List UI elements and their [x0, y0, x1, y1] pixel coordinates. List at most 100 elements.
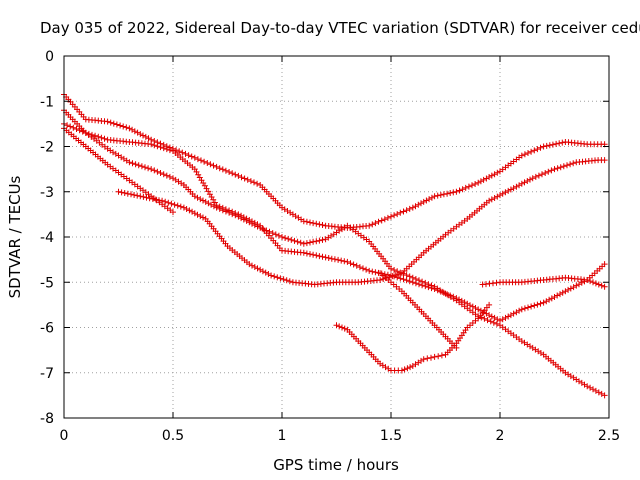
data-point [518, 152, 525, 159]
data-point [300, 249, 307, 256]
data-point [400, 208, 407, 215]
data-point [126, 159, 133, 166]
data-point [148, 166, 155, 173]
data-point [347, 260, 354, 267]
data-point [403, 272, 410, 279]
data-point [188, 153, 195, 160]
data-point [412, 203, 419, 210]
data-point [163, 146, 170, 153]
data-point [525, 304, 531, 311]
data-point [104, 118, 111, 125]
data-point [394, 211, 401, 218]
data-point [369, 221, 376, 228]
data-point [107, 119, 114, 126]
data-point [200, 197, 206, 204]
data-point [491, 314, 498, 321]
data-point [415, 201, 422, 208]
data-point [208, 201, 215, 208]
data-point [275, 232, 282, 239]
data-point [381, 216, 388, 223]
data-point [545, 168, 552, 175]
data-point [282, 235, 289, 241]
data-point [160, 145, 167, 152]
data-point [313, 220, 320, 227]
data-point [546, 296, 553, 303]
data-point [316, 237, 323, 244]
data-point [307, 251, 313, 258]
data-point [521, 179, 528, 186]
data-point [403, 207, 410, 214]
grid [64, 56, 609, 418]
data-point [475, 306, 482, 313]
data-point [518, 180, 525, 187]
data-point [543, 298, 550, 305]
data-point [271, 273, 278, 280]
data-point [110, 120, 117, 127]
data-point [180, 204, 187, 211]
data-point [259, 268, 266, 275]
data-point [403, 277, 410, 284]
data-point [450, 189, 457, 196]
data-point [565, 286, 572, 293]
data-point [163, 172, 170, 179]
data-point [313, 238, 320, 245]
data-point [435, 353, 442, 360]
data-point [121, 190, 128, 196]
data-point [490, 319, 497, 326]
data-point [143, 194, 150, 201]
data-point [375, 218, 382, 225]
data-point [472, 181, 479, 187]
data-point [333, 322, 340, 329]
data-point [573, 282, 580, 289]
data-point [420, 198, 427, 205]
data-point [197, 196, 204, 203]
data-point [467, 302, 473, 309]
data-point [369, 268, 376, 275]
data-point [244, 176, 251, 183]
data-point [434, 287, 441, 294]
data-point [472, 305, 479, 311]
data-point [554, 165, 561, 172]
data-point [419, 282, 426, 289]
data-point [64, 122, 71, 129]
data-point [483, 175, 490, 182]
y-tick-label: -8 [40, 411, 54, 427]
data-point [426, 196, 433, 203]
data-point [154, 143, 161, 150]
data-point [456, 296, 463, 303]
data-point [98, 134, 105, 141]
data-point [229, 170, 236, 177]
data-point [280, 276, 287, 283]
data-point [510, 310, 517, 317]
data-point [254, 221, 261, 228]
data-point [418, 200, 424, 207]
data-point [518, 306, 525, 313]
data-point [149, 195, 156, 202]
data-point [440, 191, 447, 198]
data-point [85, 130, 92, 137]
data-point [162, 198, 169, 205]
data-point [266, 228, 273, 235]
data-point [82, 129, 89, 136]
data-point [521, 151, 528, 158]
data-point [488, 196, 495, 203]
data-point [391, 212, 398, 219]
data-point [557, 164, 564, 171]
data-point [494, 316, 501, 323]
data-point [444, 190, 451, 197]
data-point [546, 142, 553, 149]
data-point [447, 190, 454, 196]
data-point [138, 163, 145, 170]
data-point [477, 178, 484, 185]
data-point [222, 206, 229, 213]
data-point [601, 261, 608, 268]
data-point [240, 214, 247, 221]
data-point [251, 264, 258, 270]
data-point [310, 220, 317, 227]
data-point [194, 194, 201, 201]
data-point [179, 149, 186, 156]
data-point [140, 132, 146, 139]
data-point [241, 175, 248, 182]
data-point [95, 133, 102, 140]
data-point [392, 272, 399, 279]
